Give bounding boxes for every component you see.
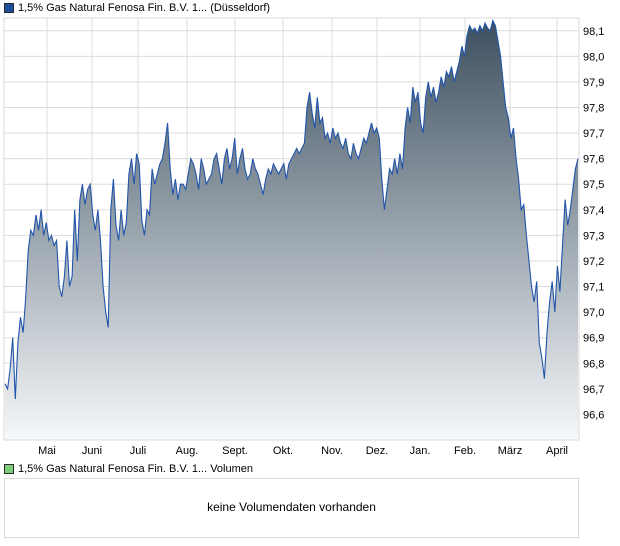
x-tick-label: Dez. (366, 445, 389, 457)
x-tick-label: Feb. (454, 445, 476, 457)
y-tick-label: 97,2 (583, 256, 604, 268)
y-tick-label: 97,7 (583, 128, 604, 140)
y-tick-label: 97,6 (583, 154, 604, 166)
y-tick-label: 96,7 (583, 384, 604, 396)
price-line (4, 19, 579, 400)
y-tick-label: 97,1 (583, 282, 604, 294)
volume-legend-swatch (4, 464, 14, 474)
y-axis-labels: 98,1 98,0 97,9 97,8 97,7 97,6 97,5 97,4 97,3 97,2… (583, 26, 604, 422)
y-tick-label: 96,6 (583, 409, 604, 421)
y-tick-label: 96,9 (583, 333, 604, 345)
y-tick-label: 97,3 (583, 230, 604, 242)
price-legend: 1,5% Gas Natural Fenosa Fin. B.V. 1... (… (4, 1, 270, 15)
x-tick-label: Sept. (222, 445, 248, 457)
x-tick-label: März (498, 445, 522, 457)
x-tick-label: Juni (82, 445, 102, 457)
chart-frame (3, 17, 580, 441)
price-chart: 98,1 98,0 97,9 97,8 97,7 97,6 97,5 97,4 97,3 97,2… (3, 17, 604, 457)
volume-panel: keine Volumendaten vorhanden (4, 478, 579, 538)
x-tick-label: Nov. (321, 445, 343, 457)
volume-legend-label: 1,5% Gas Natural Fenosa Fin. B.V. 1... V… (18, 463, 253, 475)
price-area (5, 20, 578, 440)
y-tick-label: 97,8 (583, 103, 604, 115)
y-tick-label: 98,1 (583, 26, 604, 38)
x-tick-label: Mai (38, 445, 56, 457)
x-tick-label: Juli (130, 445, 147, 457)
x-tick-label: Okt. (273, 445, 293, 457)
y-tick-label: 97,0 (583, 307, 604, 319)
y-tick-label: 97,4 (583, 205, 604, 217)
y-tick-label: 97,9 (583, 77, 604, 89)
x-axis-labels: Mai Juni Juli Aug. Sept. Okt. Nov. Dez. Jan. Feb.… (38, 445, 568, 457)
y-tick-label: 96,8 (583, 358, 604, 370)
y-tick-label: 98,0 (583, 51, 604, 63)
price-legend-swatch (4, 3, 14, 13)
volume-legend: 1,5% Gas Natural Fenosa Fin. B.V. 1... V… (4, 462, 253, 476)
x-tick-label: Aug. (176, 445, 199, 457)
y-tick-label: 97,5 (583, 179, 604, 191)
x-tick-label: April (546, 445, 568, 457)
x-tick-label: Jan. (410, 445, 431, 457)
price-legend-label: 1,5% Gas Natural Fenosa Fin. B.V. 1... (… (18, 2, 271, 14)
no-volume-message: keine Volumendaten vorhanden (207, 500, 376, 514)
